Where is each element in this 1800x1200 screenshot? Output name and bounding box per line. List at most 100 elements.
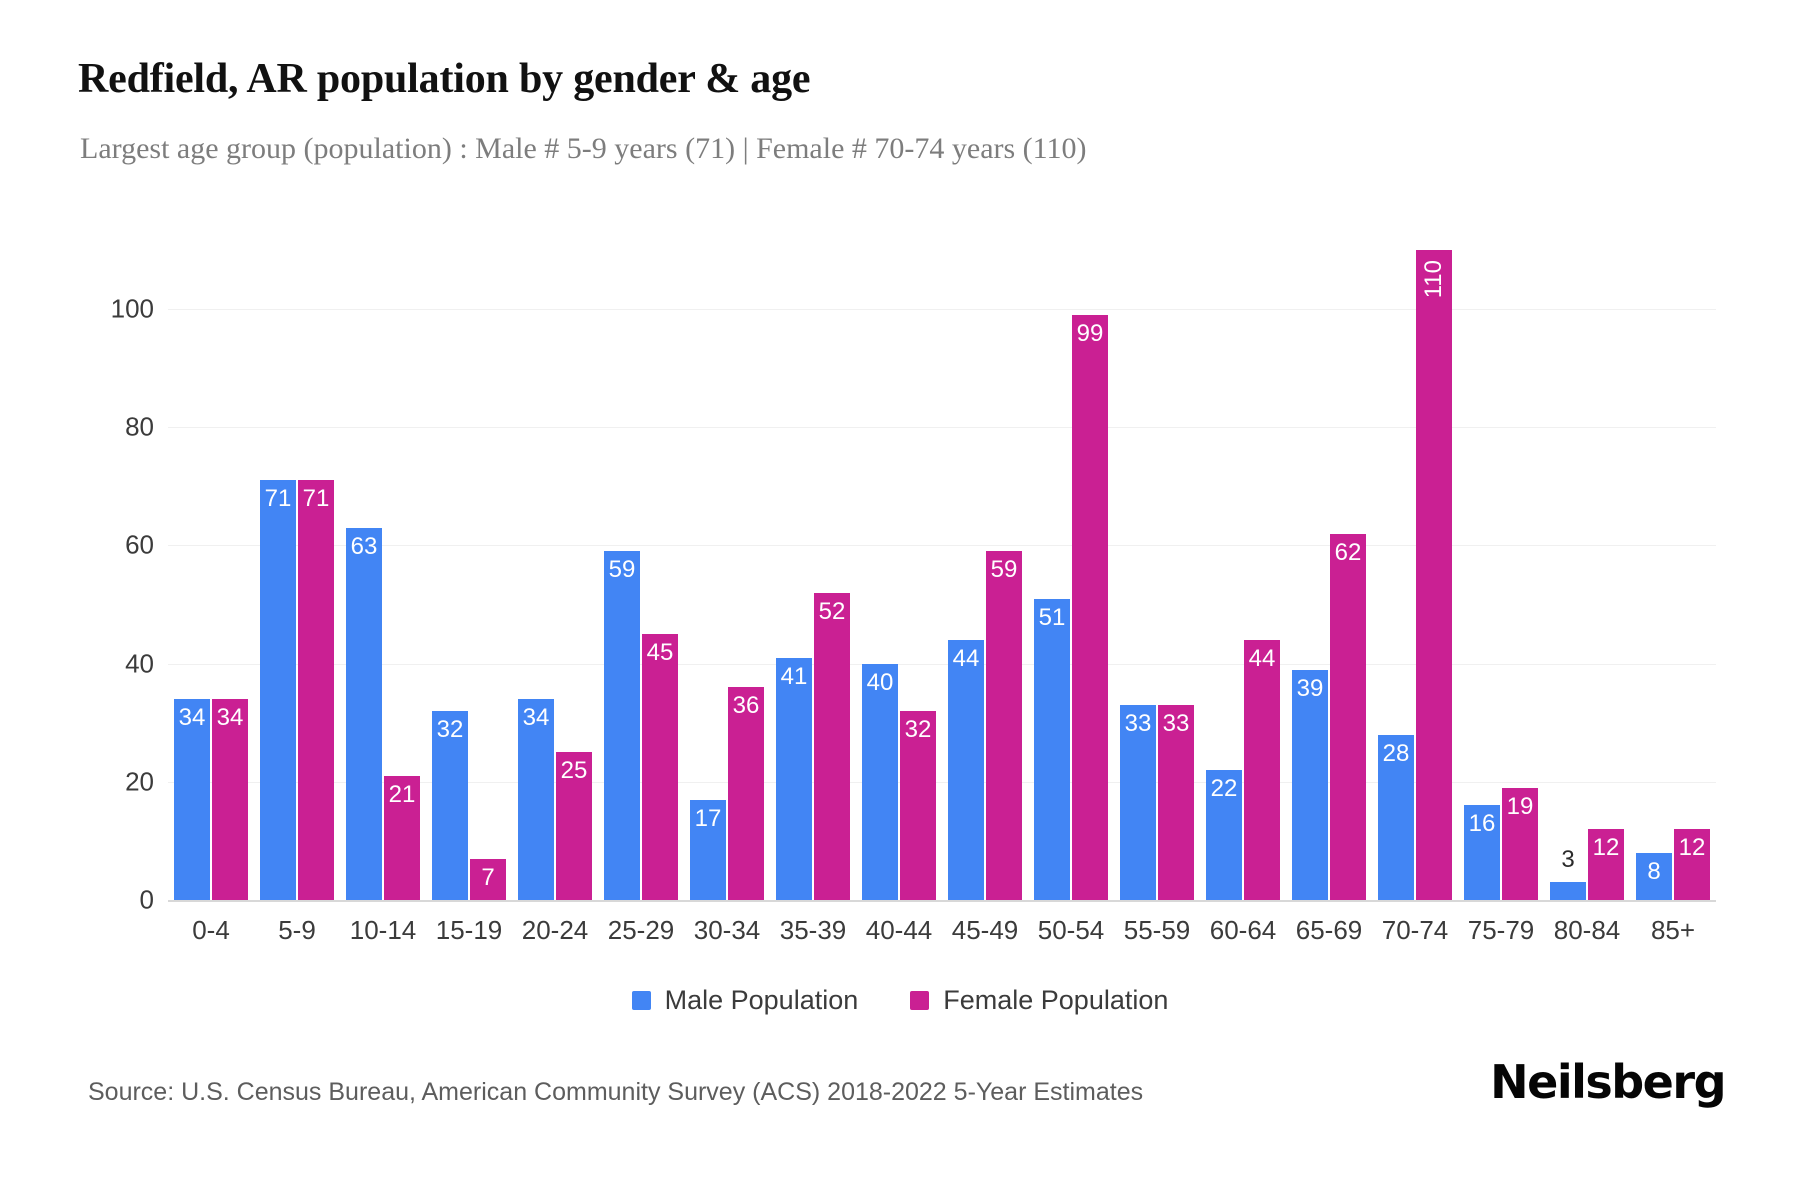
- x-axis-tick-label: 45-49: [951, 915, 1019, 945]
- bar-pair: 28 110: [1372, 250, 1458, 900]
- x-axis-tick-label: 70-74: [1381, 915, 1449, 945]
- male-bar[interactable]: 34: [174, 699, 210, 900]
- bar-value-label: 25: [560, 757, 588, 785]
- female-bar[interactable]: 25: [556, 752, 592, 900]
- bar-value-label: 45: [646, 639, 674, 667]
- x-axis-tick-label: 15-19: [435, 915, 503, 945]
- bar-value-label: 22: [1210, 775, 1238, 802]
- bar-pair: 16 19: [1458, 250, 1544, 900]
- plot-region: 0 20 40 60 80 100 34 34 0-4 71 71 5-9 63 21 10-14 32 7 1…: [111, 250, 1716, 945]
- gridline: [168, 663, 1716, 665]
- bar-value-label: 34: [178, 704, 206, 732]
- male-bar[interactable]: 41: [776, 657, 812, 900]
- bar-pair: 44 59: [942, 250, 1028, 900]
- bar-group: 33 33 55-59: [1114, 250, 1200, 945]
- bar-value-label: 33: [1124, 710, 1152, 737]
- x-axis-tick-label: 30-34: [693, 915, 761, 945]
- female-bar[interactable]: 44: [1244, 640, 1280, 900]
- bar-pair: 34 34: [168, 250, 254, 900]
- bar-value-label: 59: [990, 556, 1018, 584]
- bar-value-label: 17: [694, 804, 722, 832]
- bar-value-label: 19: [1506, 792, 1534, 820]
- bar-group: 22 44 60-64: [1200, 250, 1286, 945]
- male-bar[interactable]: 16: [1464, 805, 1500, 900]
- x-axis-tick-label: 35-39: [779, 915, 847, 945]
- male-bar[interactable]: 33: [1120, 705, 1156, 900]
- female-bar[interactable]: 52: [814, 592, 850, 900]
- female-bar[interactable]: 110: [1416, 250, 1452, 900]
- male-bar[interactable]: 3: [1550, 848, 1586, 900]
- male-bar[interactable]: 28: [1378, 734, 1414, 900]
- bar-value-label: 62: [1334, 538, 1362, 566]
- x-axis-tick-label: 10-14: [349, 915, 417, 945]
- bar-pair: 41 52: [770, 250, 856, 900]
- bar-pair: 63 21: [340, 250, 426, 900]
- brand-logo: Neilsberg: [1490, 1055, 1726, 1109]
- legend-item[interactable]: Female Population: [910, 985, 1168, 1016]
- bar-value-label: 44: [952, 645, 980, 672]
- bar-pair: 51 99: [1028, 250, 1114, 900]
- bar-value-label: 36: [732, 692, 760, 720]
- female-bar[interactable]: 71: [298, 480, 334, 900]
- male-bar[interactable]: 44: [948, 640, 984, 900]
- x-axis-tick-label: 0-4: [192, 915, 230, 945]
- male-bar[interactable]: 17: [690, 799, 726, 900]
- x-axis-tick-label: 20-24: [521, 915, 589, 945]
- bar-value-label: 12: [1592, 834, 1620, 862]
- bar-value-label: 40: [866, 668, 894, 696]
- male-bar[interactable]: 8: [1636, 852, 1672, 900]
- bar-value-label: 16: [1468, 810, 1496, 838]
- bar-value-label: 7: [481, 863, 495, 891]
- female-bar[interactable]: 45: [642, 634, 678, 900]
- bar-group: 8 12 85+: [1630, 250, 1716, 945]
- bar-value-label: 41: [780, 662, 808, 690]
- bar-value-label: 52: [818, 597, 846, 625]
- x-axis-tick-label: 60-64: [1209, 915, 1277, 945]
- male-bar[interactable]: 40: [862, 663, 898, 900]
- bar-pair: 59 45: [598, 250, 684, 900]
- female-bar[interactable]: 32: [900, 710, 936, 900]
- bar-value-label: 32: [436, 715, 464, 743]
- female-bar[interactable]: 12: [1674, 829, 1710, 900]
- legend-item[interactable]: Male Population: [631, 985, 858, 1016]
- bar-value-label: 3: [1561, 846, 1575, 874]
- y-axis-tick-label: 20: [125, 766, 154, 797]
- bar-pair: 3 12: [1544, 250, 1630, 900]
- female-bar[interactable]: 62: [1330, 533, 1366, 900]
- female-bar[interactable]: 33: [1158, 705, 1194, 900]
- female-bar[interactable]: 59: [986, 551, 1022, 900]
- bar-value-label: 12: [1678, 834, 1706, 862]
- female-bar[interactable]: 7: [470, 858, 506, 900]
- female-bar[interactable]: 36: [728, 687, 764, 900]
- y-axis-tick-label: 80: [125, 411, 154, 442]
- bar-group: 41 52 35-39: [770, 250, 856, 945]
- y-axis-tick-label: 40: [125, 648, 154, 679]
- x-axis-tick-label: 80-84: [1553, 915, 1621, 945]
- female-bar[interactable]: 99: [1072, 315, 1108, 900]
- male-bar[interactable]: 51: [1034, 598, 1070, 900]
- bar-value-label: 59: [608, 556, 636, 584]
- legend-swatch-icon: [910, 991, 930, 1010]
- male-bar[interactable]: 34: [518, 699, 554, 900]
- female-bar[interactable]: 12: [1588, 829, 1624, 900]
- female-bar[interactable]: 21: [384, 775, 420, 900]
- male-bar[interactable]: 71: [260, 480, 296, 900]
- x-axis-tick-label: 65-69: [1295, 915, 1363, 945]
- male-bar[interactable]: 32: [432, 710, 468, 900]
- chart-legend: Male Population Female Population: [0, 985, 1800, 1016]
- male-bar[interactable]: 39: [1292, 669, 1328, 900]
- x-axis-tick-label: 25-29: [607, 915, 675, 945]
- male-bar[interactable]: 63: [346, 527, 382, 900]
- female-bar[interactable]: 34: [212, 699, 248, 900]
- bar-value-label: 110: [1420, 260, 1447, 299]
- bar-value-label: 8: [1647, 857, 1661, 885]
- male-bar[interactable]: 22: [1206, 770, 1242, 900]
- female-bar[interactable]: 19: [1502, 787, 1538, 900]
- y-axis-tick-label: 0: [139, 884, 154, 915]
- x-axis-tick-label: 85+: [1650, 915, 1696, 945]
- bar-value-label: 44: [1248, 645, 1276, 672]
- bar-group: 44 59 45-49: [942, 250, 1028, 945]
- bar-value-label: 51: [1038, 603, 1066, 631]
- male-bar[interactable]: 59: [604, 551, 640, 900]
